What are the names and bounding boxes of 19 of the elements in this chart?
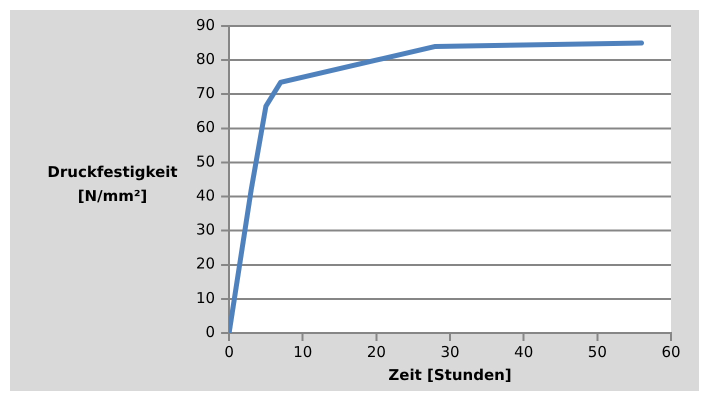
y-tick-label: 60	[196, 118, 216, 136]
x-tick-label: 10	[293, 342, 312, 361]
x-tick-label: 30	[440, 342, 460, 361]
x-tick-label: 20	[366, 342, 386, 361]
y-tick-label: 40	[196, 186, 216, 204]
y-tick-label: 30	[196, 220, 216, 239]
y-tick-label: 70	[196, 84, 216, 102]
y-tick-label: 10	[196, 288, 216, 307]
y-tick-label: 50	[196, 152, 216, 170]
x-tick-label: 50	[588, 342, 607, 361]
y-tick-label: 20	[196, 254, 216, 273]
x-tick-label: 40	[514, 342, 534, 361]
x-tick-label: 0	[224, 342, 234, 361]
x-axis-title: Zeit [Stunden]	[388, 366, 512, 384]
y-tick-label: 0	[206, 322, 216, 341]
y-tick-label: 90	[196, 16, 216, 34]
y-axis-title: Druckfestigkeit [N/mm²]	[47, 163, 178, 205]
x-tick-label: 60	[661, 342, 681, 361]
y-tick-label: 80	[196, 50, 216, 68]
